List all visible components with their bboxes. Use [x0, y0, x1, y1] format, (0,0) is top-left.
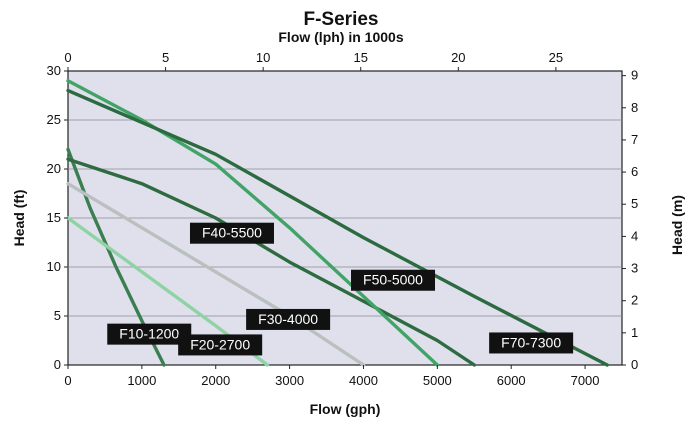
x-axis-label: Flow (gph) [310, 401, 381, 417]
y2-tick-label: 7 [631, 132, 638, 147]
y2-tick-label: 5 [631, 196, 638, 211]
series-label-box [246, 308, 331, 330]
x2-tick-label: 20 [451, 50, 465, 65]
y2-tick-label: 1 [631, 325, 638, 340]
y-tick-label: 20 [47, 161, 61, 176]
series-line-f70-7300 [66, 88, 609, 367]
y2-tick-label: 9 [631, 68, 638, 83]
x-tick-label: 7000 [571, 373, 600, 388]
series-line-f50-5000 [66, 79, 439, 367]
y-tick-label: 5 [54, 308, 61, 323]
series-label-box [489, 332, 574, 354]
x2-tick-label: 10 [256, 50, 270, 65]
y2-tick-label: 3 [631, 261, 638, 276]
annotation-layer: F10-1200 F20-2700 F30-4000 F40-5500 F50-5000… [107, 222, 574, 356]
x2-tick-label: 5 [162, 50, 169, 65]
y2-tick-label: 2 [631, 293, 638, 308]
series-label-f20-2700: F20-2700 [178, 334, 263, 356]
x2-tick-label: 25 [549, 50, 563, 65]
series-label-text: F20-2700 [190, 336, 250, 352]
series-line-f30-4000 [66, 181, 366, 367]
series-label-text: F70-7300 [501, 334, 561, 350]
x-tick-label: 0 [64, 373, 71, 388]
series-label-f30-4000: F30-4000 [246, 308, 331, 330]
series-label-box [189, 222, 274, 244]
chart-title: F-Series [304, 9, 379, 30]
y2-tick-label: 6 [631, 164, 638, 179]
x-tick-label: 3000 [275, 373, 304, 388]
y-tick-label: 25 [47, 112, 61, 127]
series-label-f40-5500: F40-5500 [189, 222, 274, 244]
series-label-text: F30-4000 [258, 311, 318, 327]
series-label-f10-1200: F10-1200 [107, 323, 192, 345]
x-tick-label: 1000 [127, 373, 156, 388]
series-line-f40-5500 [66, 157, 476, 367]
y-tick-label: 0 [54, 357, 61, 372]
x-tick-label: 4000 [349, 373, 378, 388]
x-tick-label: 2000 [201, 373, 230, 388]
series-label-box [178, 334, 263, 356]
y2-axis-label: Head (m) [669, 195, 685, 255]
tick-layer: 0 1000 2000 3000 4000 5000 6000 700005101520253… [47, 50, 639, 388]
y-axis-label: Head (ft) [11, 190, 27, 247]
y-tick-label: 15 [47, 210, 61, 225]
x2-tick-label: 0 [64, 50, 71, 65]
y2-tick-label: 8 [631, 100, 638, 115]
y2-tick-label: 0 [631, 357, 638, 372]
y2-tick-label: 4 [631, 228, 638, 243]
series-label-text: F40-5500 [202, 225, 262, 241]
series-label-text: F10-1200 [119, 326, 179, 342]
series-label-f50-5000: F50-5000 [351, 269, 436, 291]
series-label-box [351, 269, 436, 291]
x-tick-label: 5000 [423, 373, 452, 388]
series-label-text: F50-5000 [363, 272, 423, 288]
series-label-box [107, 323, 192, 345]
series-label-f70-7300: F70-7300 [489, 332, 574, 354]
y-tick-label: 30 [47, 63, 61, 78]
y-tick-label: 10 [47, 259, 61, 274]
x-tick-label: 6000 [497, 373, 526, 388]
gridlines [68, 119, 622, 317]
x2-tick-label: 15 [354, 50, 368, 65]
chart-subtitle: Flow (lph) in 1000s [278, 29, 403, 45]
